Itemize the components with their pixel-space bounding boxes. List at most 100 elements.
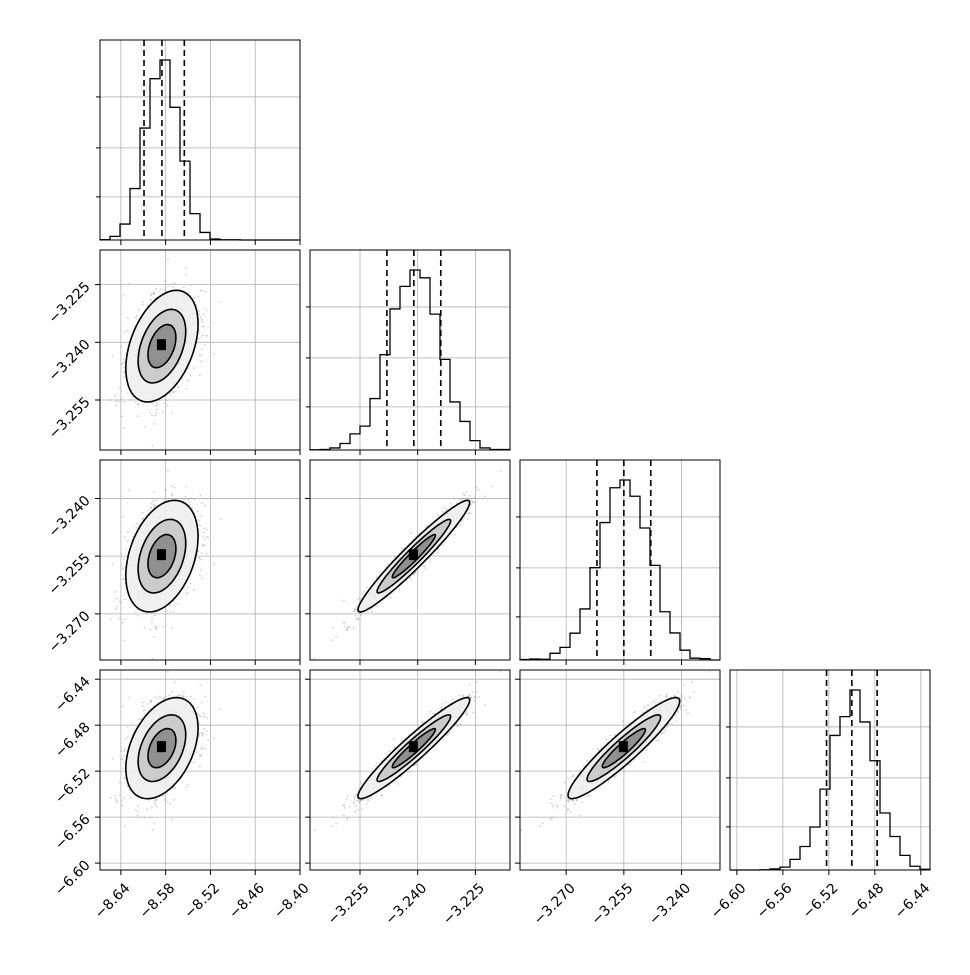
- scatter-point: [142, 702, 144, 704]
- scatter-point: [185, 486, 187, 488]
- scatter-point: [125, 548, 127, 550]
- scatter-point: [150, 299, 152, 301]
- scatter-point: [123, 371, 125, 373]
- scatter-point: [491, 486, 493, 488]
- histogram-1: [310, 270, 510, 450]
- scatter-point: [371, 611, 373, 613]
- scatter-point: [220, 518, 222, 520]
- scatter-point: [151, 403, 153, 405]
- scatter-point: [429, 561, 431, 563]
- scatter-point: [135, 316, 137, 318]
- scatter-point: [114, 591, 116, 593]
- scatter-point: [127, 392, 129, 394]
- scatter-point: [112, 355, 114, 357]
- scatter-point: [197, 510, 199, 512]
- scatter-point: [129, 283, 131, 285]
- panel-3-0: −8.64−8.58−8.52−8.46−8.40−6.60−6.56−6.52…: [52, 670, 313, 922]
- scatter-point: [178, 386, 180, 388]
- scatter-point: [124, 825, 126, 827]
- scatter-point: [185, 593, 187, 595]
- scatter-point: [450, 503, 452, 505]
- scatter-point: [194, 499, 196, 501]
- scatter-point: [124, 536, 126, 538]
- scatter-point: [167, 610, 169, 612]
- scatter-point: [442, 507, 444, 509]
- scatter-point: [159, 291, 161, 293]
- scatter-point: [122, 516, 124, 518]
- scatter-point: [123, 567, 125, 569]
- scatter-point: [144, 426, 146, 428]
- scatter-point: [187, 592, 189, 594]
- scatter-point: [155, 405, 157, 407]
- scatter-point: [367, 611, 369, 613]
- scatter-point: [349, 627, 351, 629]
- scatter-point: [203, 532, 205, 534]
- scatter-point: [124, 427, 126, 429]
- scatter-point: [136, 523, 138, 525]
- scatter-point: [500, 470, 502, 472]
- scatter-point: [142, 301, 144, 303]
- scatter-point: [120, 398, 122, 400]
- density-peak: [157, 549, 166, 560]
- scatter-point: [162, 411, 164, 413]
- scatter-point: [153, 291, 155, 293]
- scatter-point: [366, 587, 368, 589]
- scatter-point: [357, 619, 359, 621]
- scatter-point: [135, 611, 137, 613]
- scatter-point: [185, 388, 187, 390]
- scatter-point: [354, 608, 356, 610]
- scatter-point: [359, 619, 361, 621]
- scatter-point: [363, 591, 365, 593]
- scatter-point: [164, 799, 166, 801]
- scatter-point: [142, 304, 144, 306]
- scatter-point: [204, 544, 206, 546]
- scatter-point: [437, 552, 439, 554]
- scatter-point: [204, 748, 206, 750]
- scatter-point: [171, 494, 173, 496]
- scatter-point: [123, 401, 125, 403]
- scatter-point: [454, 534, 456, 536]
- scatter-point: [200, 290, 202, 292]
- scatter-point: [174, 487, 176, 489]
- scatter-point: [129, 490, 131, 492]
- scatter-point: [151, 807, 153, 809]
- scatter-point: [359, 597, 361, 599]
- scatter-point: [344, 625, 346, 627]
- histogram-0: [100, 60, 300, 240]
- scatter-point: [469, 495, 471, 497]
- scatter-point: [164, 489, 166, 491]
- y-tick-label: −3.270: [46, 608, 94, 656]
- scatter-point: [354, 611, 356, 613]
- scatter-point: [152, 658, 154, 660]
- scatter-point: [121, 416, 123, 418]
- scatter-point: [174, 282, 176, 284]
- scatter-point: [173, 391, 175, 393]
- scatter-point: [137, 811, 139, 813]
- scatter-point: [136, 315, 138, 317]
- scatter-point: [154, 415, 156, 417]
- scatter-point: [476, 490, 478, 492]
- scatter-point: [150, 507, 152, 509]
- histogram-2: [520, 480, 720, 660]
- scatter-point: [376, 576, 378, 578]
- scatter-point: [120, 565, 122, 567]
- scatter-point: [164, 280, 166, 282]
- scatter-point: [156, 412, 158, 414]
- scatter-point: [200, 495, 202, 497]
- scatter-point: [198, 550, 200, 552]
- scatter-point: [124, 376, 126, 378]
- density-peak: [409, 549, 418, 560]
- scatter-point: [199, 374, 201, 376]
- scatter-point: [163, 500, 165, 502]
- scatter-point: [202, 545, 204, 547]
- scatter-point: [156, 409, 158, 411]
- scatter-point: [153, 504, 155, 506]
- scatter-point: [112, 564, 114, 566]
- y-tick-label: −3.240: [46, 337, 94, 385]
- scatter-point: [186, 696, 188, 698]
- scatter-point: [201, 515, 203, 517]
- scatter-point: [458, 499, 460, 501]
- scatter-point: [124, 331, 126, 333]
- scatter-point: [206, 553, 208, 555]
